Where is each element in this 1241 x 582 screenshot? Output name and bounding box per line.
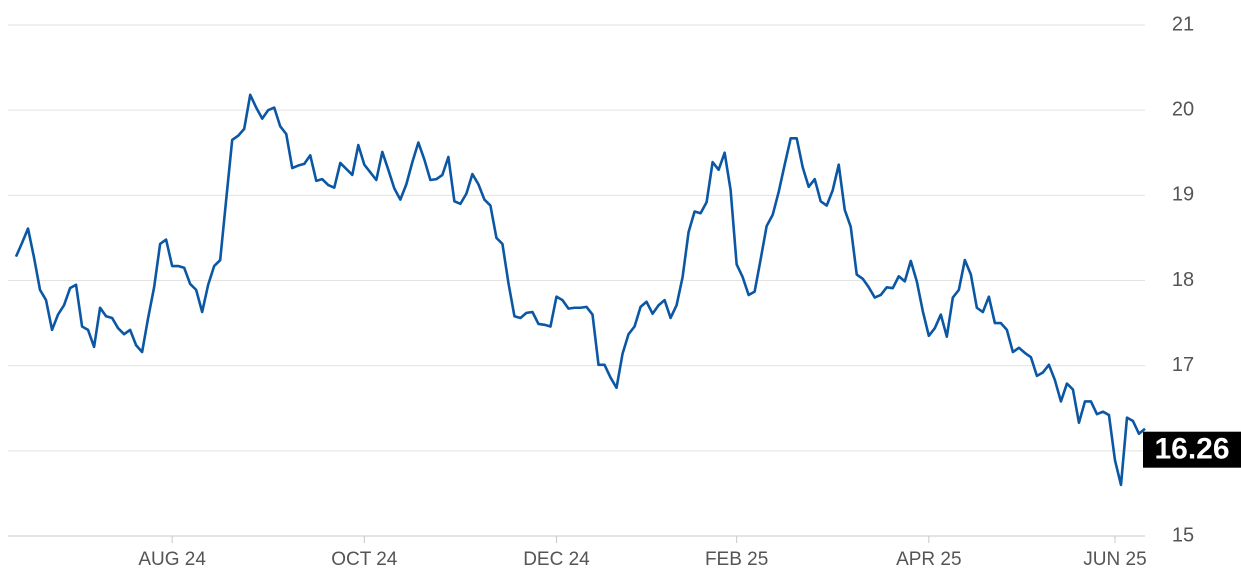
y-tick-label: 17 [1172,354,1194,376]
x-tick-label: OCT 24 [331,549,398,570]
last-value-box [1143,431,1241,468]
x-tick-label: AUG 24 [138,549,206,570]
y-tick-label: 21 [1172,13,1194,35]
x-tick-label: FEB 25 [705,549,768,570]
last-value-label: 16.26 [1154,433,1229,466]
y-tick-label: 19 [1172,184,1194,206]
y-tick-label: 20 [1172,98,1194,120]
x-tick-label: DEC 24 [523,549,590,570]
x-tick-label: JUN 25 [1083,549,1146,570]
y-tick-label: 15 [1172,524,1194,546]
x-tick-label: APR 25 [896,549,961,570]
price-line [14,93,1146,487]
y-tick-label: 18 [1172,269,1194,291]
